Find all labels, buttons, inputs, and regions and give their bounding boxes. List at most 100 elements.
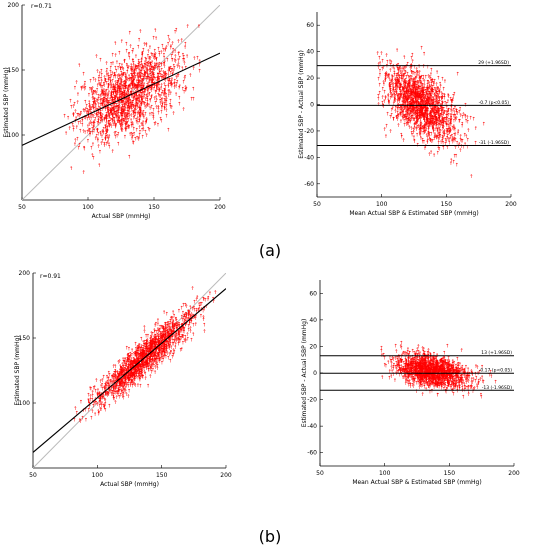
data-point: ↑ — [432, 153, 436, 159]
data-point: ↑ — [456, 72, 460, 78]
data-point: ↑ — [431, 355, 435, 361]
data-point: ↑ — [105, 105, 109, 111]
data-point: ↑ — [424, 113, 428, 119]
data-point: ↑ — [148, 337, 152, 343]
data-point: ↑ — [135, 84, 139, 90]
data-point: ↑ — [120, 372, 124, 378]
data-point: ↑ — [124, 381, 128, 387]
data-point: ↑ — [440, 116, 444, 122]
data-point: ↑ — [429, 109, 433, 115]
data-point: ↑ — [175, 324, 179, 330]
data-point: ↑ — [475, 365, 479, 371]
data-point: ↑ — [162, 343, 166, 349]
data-point: ↑ — [138, 363, 142, 369]
data-point: ↑ — [452, 92, 456, 98]
data-point: ↑ — [426, 96, 430, 102]
data-point: ↑ — [446, 93, 450, 99]
data-point: ↑ — [121, 111, 125, 117]
data-point: ↑ — [126, 366, 130, 372]
data-point: ↑ — [446, 378, 450, 384]
data-point: ↑ — [417, 70, 421, 76]
data-point: ↑ — [160, 343, 164, 349]
data-point: ↑ — [159, 332, 163, 338]
data-point: ↑ — [92, 119, 96, 125]
x-tick-label: 100 — [379, 470, 391, 477]
data-point: ↑ — [116, 107, 120, 113]
data-point: ↑ — [133, 361, 137, 367]
data-point: ↑ — [416, 372, 420, 378]
data-point: ↑ — [400, 74, 404, 80]
data-point: ↑ — [116, 99, 120, 105]
data-point: ↑ — [150, 78, 154, 84]
x-tick-label: 100 — [82, 204, 94, 211]
data-point: ↑ — [429, 355, 433, 361]
data-point: ↑ — [131, 372, 135, 378]
data-point: ↑ — [107, 100, 111, 106]
data-point: ↑ — [123, 101, 127, 107]
data-point: ↑ — [150, 338, 154, 344]
data-point: ↑ — [147, 347, 151, 353]
data-point: ↑ — [166, 330, 170, 336]
data-point: ↑ — [108, 108, 112, 114]
data-point: ↑ — [181, 334, 185, 340]
data-point: ↑ — [429, 131, 433, 137]
data-point: ↑ — [115, 96, 119, 102]
data-point: ↑ — [424, 381, 428, 387]
data-point: ↑ — [126, 366, 130, 372]
data-point: ↑ — [89, 122, 93, 128]
data-point: ↑ — [429, 95, 433, 101]
y-tick-label: 40 — [306, 49, 314, 56]
data-point: ↑ — [130, 103, 134, 109]
data-point: ↑ — [112, 119, 116, 125]
data-point: ↑ — [452, 124, 456, 130]
data-point: ↑ — [433, 116, 437, 122]
data-point: ↑ — [134, 92, 138, 98]
data-point: ↑ — [438, 82, 442, 88]
data-point: ↑ — [431, 368, 435, 374]
data-point: ↑ — [150, 69, 154, 75]
data-point: ↑ — [106, 136, 110, 142]
data-point: ↑ — [383, 96, 387, 102]
data-point: ↑ — [437, 376, 441, 382]
data-point: ↑ — [407, 382, 411, 388]
data-point: ↑ — [163, 99, 167, 105]
data-point: ↑ — [188, 305, 192, 311]
data-point: ↑ — [412, 118, 416, 124]
data-point: ↑ — [396, 98, 400, 104]
data-point: ↑ — [130, 367, 134, 373]
data-point: ↑ — [153, 342, 157, 348]
data-point: ↑ — [121, 94, 125, 100]
data-point: ↑ — [139, 60, 143, 66]
data-point: ↑ — [416, 95, 420, 101]
data-point: ↑ — [125, 121, 129, 127]
data-point: ↑ — [137, 346, 141, 352]
data-point: ↑ — [113, 102, 117, 108]
data-point: ↑ — [170, 77, 174, 83]
data-point: ↑ — [97, 397, 101, 403]
data-point: ↑ — [430, 109, 434, 115]
data-point: ↑ — [448, 134, 452, 140]
data-point: ↑ — [163, 60, 167, 66]
data-point: ↑ — [111, 107, 115, 113]
data-point: ↑ — [152, 75, 156, 81]
data-point: ↑ — [124, 389, 128, 395]
data-point: ↑ — [390, 79, 394, 85]
data-point: ↑ — [422, 126, 426, 132]
data-point: ↑ — [110, 389, 114, 395]
data-point: ↑ — [119, 119, 123, 125]
data-point: ↑ — [137, 352, 141, 358]
data-point: ↑ — [420, 86, 424, 92]
data-point: ↑ — [420, 138, 424, 144]
data-point: ↑ — [106, 105, 110, 111]
data-point: ↑ — [415, 84, 419, 90]
data-point: ↑ — [420, 367, 424, 373]
data-point: ↑ — [425, 114, 429, 120]
data-point: ↑ — [430, 358, 434, 364]
data-point: ↑ — [427, 125, 431, 131]
data-point: ↑ — [162, 334, 166, 340]
data-point: ↑ — [110, 99, 114, 105]
data-point: ↑ — [440, 365, 444, 371]
data-point: ↑ — [162, 347, 166, 353]
data-point: ↑ — [173, 322, 177, 328]
data-point: ↑ — [458, 106, 462, 112]
